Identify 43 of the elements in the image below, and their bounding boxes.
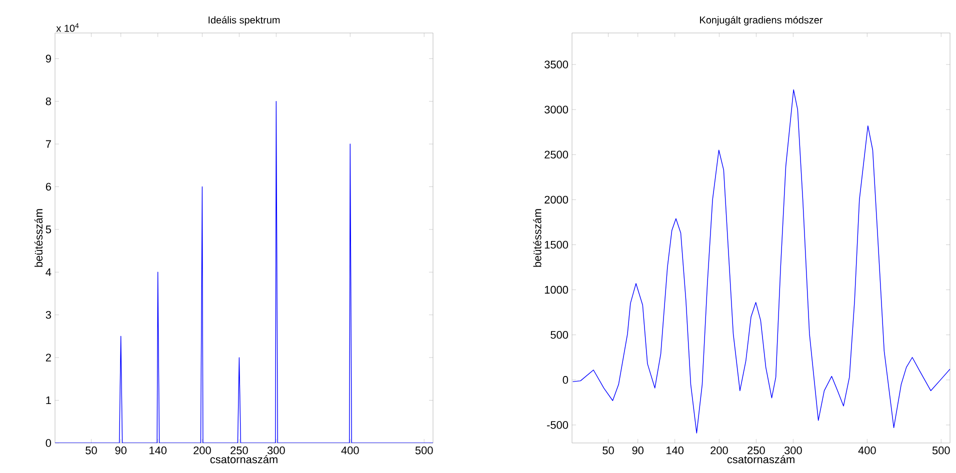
text: x 10$^{4}$ xyxy=(56,23,79,32)
x-tick-label: 300 xyxy=(784,446,802,454)
x-tick-label: 90 xyxy=(115,446,126,454)
x-tick-label: 250 xyxy=(748,446,765,454)
line-series xyxy=(572,89,950,434)
x-tick-label: 500 xyxy=(415,446,433,454)
y-axis-title: beütésszám xyxy=(34,209,43,267)
x-tick-label: 140 xyxy=(150,446,167,454)
x-tick-label: 200 xyxy=(710,446,728,454)
y-axis-title: beütésszám xyxy=(533,209,542,267)
y-tick-label: -500 xyxy=(547,421,568,429)
y-tick-label: 5 xyxy=(46,226,52,234)
y-tick-label: 7 xyxy=(46,140,51,148)
x-tick-label: 50 xyxy=(86,446,97,454)
x-tick-label: 250 xyxy=(230,446,248,454)
x-tick-label: 300 xyxy=(267,446,285,454)
x-tick-label: 500 xyxy=(932,446,950,454)
y-tick-label: 1500 xyxy=(544,240,568,249)
x-tick-label: 50 xyxy=(602,446,614,454)
x-tick-label: 200 xyxy=(194,446,211,454)
y-tick-label: 6 xyxy=(46,182,52,191)
y-tick-label: 500 xyxy=(550,330,568,339)
y-tick-label: 2500 xyxy=(544,150,568,159)
x-axis-title: csatornaszám xyxy=(210,455,278,464)
chart-title: Ideális spektrum xyxy=(208,16,280,26)
y-tick-label: 1 xyxy=(46,396,51,404)
y-tick-label: 8 xyxy=(46,97,52,106)
y-tick-label: 1000 xyxy=(544,286,568,294)
y-tick-label: 2 xyxy=(46,354,51,362)
x-tick-label: 400 xyxy=(858,446,876,454)
x-tick-label: 400 xyxy=(341,446,359,454)
y-tick-label: 0 xyxy=(46,439,52,447)
x-tick-label: 140 xyxy=(666,446,684,454)
y-tick-label: 2000 xyxy=(544,196,568,204)
y-tick-label: 9 xyxy=(46,54,51,62)
y-tick-label: 3500 xyxy=(544,60,568,68)
y-tick-label: 0 xyxy=(562,376,568,384)
x-axis-title: csatornaszám xyxy=(727,455,794,464)
y-tick-label: 4 xyxy=(46,268,52,276)
chart-title: Konjugált gradiens módszer xyxy=(700,16,823,26)
x-tick-label: 90 xyxy=(632,446,644,454)
y-tick-label: 3 xyxy=(46,310,52,319)
y-tick-label: 3000 xyxy=(544,106,568,114)
